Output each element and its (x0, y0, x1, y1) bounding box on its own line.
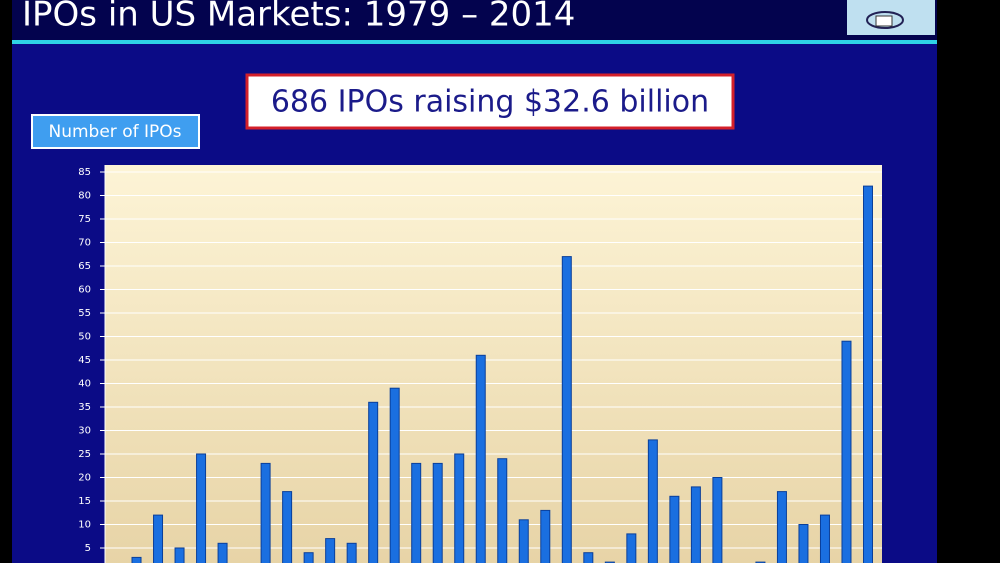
bar (282, 491, 293, 563)
callout-text: 686 IPOs raising $32.6 billion (271, 85, 709, 120)
bar (798, 524, 809, 563)
y-tick-label: 45 (78, 355, 91, 366)
y-tick-label: 75 (78, 214, 91, 225)
plot-area (105, 165, 882, 563)
bar (217, 542, 228, 563)
bar (583, 552, 594, 563)
slide-title: IPOs in US Markets: 1979 – 2014 (22, 0, 575, 35)
y-tick-label: 5 (85, 543, 91, 554)
bar (346, 542, 357, 563)
bar (368, 401, 379, 563)
y-tick-label: 60 (78, 285, 91, 296)
y-tick-label: 70 (78, 238, 91, 249)
y-tick-label: 85 (78, 167, 91, 178)
y-tick-label: 35 (78, 402, 91, 413)
bar (497, 458, 508, 563)
bar (196, 453, 207, 563)
bar (260, 462, 271, 563)
bar (776, 491, 787, 563)
bar (131, 556, 142, 563)
chart: 5 10 15 20 25 30 35 40 45 50 55 60 65 70 75 80 85 (78, 165, 882, 563)
legend-box (31, 114, 200, 149)
logo (847, 0, 935, 35)
y-tick-label: 25 (78, 449, 91, 460)
bar (540, 509, 551, 563)
bar (863, 185, 873, 563)
bar (647, 439, 658, 563)
y-tick-label: 30 (78, 426, 91, 437)
bar (690, 486, 701, 563)
title-bar (12, 0, 937, 40)
bar (303, 552, 314, 563)
y-tick-label: 20 (78, 473, 91, 484)
bar (475, 354, 486, 563)
y-tick-label: 80 (78, 191, 91, 202)
bar (712, 477, 723, 563)
bar (669, 495, 680, 563)
y-tick-label: 10 (78, 520, 91, 531)
bar (411, 462, 422, 563)
bar (841, 340, 852, 563)
y-tick-label: 50 (78, 332, 91, 343)
y-tick-label: 15 (78, 496, 91, 507)
bar (325, 538, 336, 563)
bar (432, 462, 443, 563)
y-tick-label: 65 (78, 261, 91, 272)
y-tick-label: 40 (78, 379, 91, 390)
bar (561, 256, 572, 563)
bar (174, 547, 185, 563)
title-rule (12, 40, 937, 44)
bar (626, 533, 637, 563)
bar (153, 514, 164, 563)
bar (389, 387, 400, 563)
legend-entry: Number of IPOs (49, 122, 182, 142)
bar (819, 514, 830, 563)
callout-box (245, 73, 735, 130)
y-tick-label: 55 (78, 308, 91, 319)
bar (518, 519, 529, 563)
bar (454, 453, 465, 563)
